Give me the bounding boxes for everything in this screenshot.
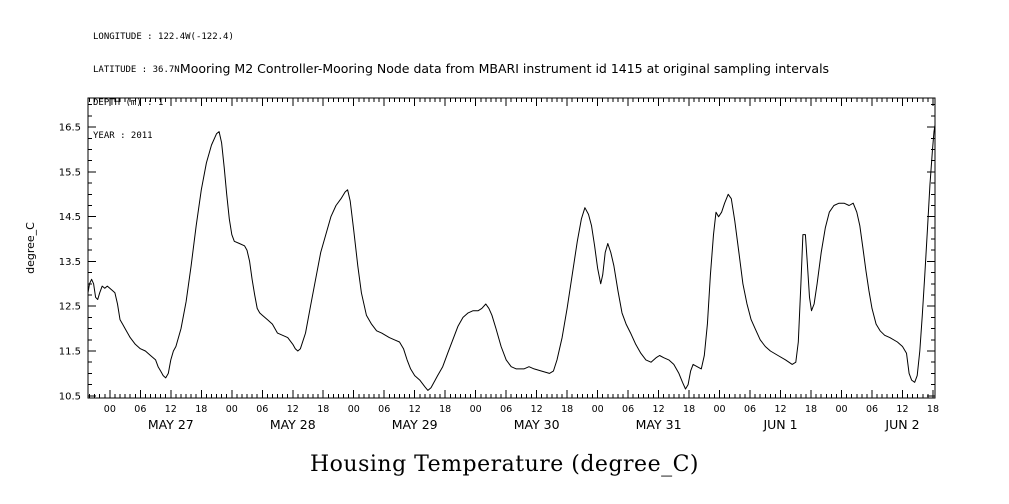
x-tick-label: 00 <box>104 404 116 415</box>
x-tick-label: 18 <box>927 404 939 415</box>
chart-title: Mooring M2 Controller-Mooring Node data … <box>179 61 830 76</box>
latitude-label: LATITUDE : 36.7N <box>93 65 180 75</box>
x-tick-label: 12 <box>287 404 299 415</box>
x-tick-label: 18 <box>195 404 207 415</box>
x-axis-caption: Housing Temperature (degree_C) <box>309 452 700 477</box>
x-tick-label: 06 <box>500 404 512 415</box>
x-tick-label: 06 <box>256 404 268 415</box>
x-day-label: MAY 27 <box>148 417 194 432</box>
y-tick-label: 12.5 <box>59 302 81 313</box>
x-tick-label: 00 <box>470 404 482 415</box>
x-day-label: JUN 2 <box>884 417 919 432</box>
x-day-label: JUN 1 <box>762 417 797 432</box>
year-label: YEAR : 2011 <box>93 131 153 141</box>
x-tick-label: 00 <box>714 404 726 415</box>
x-tick-label: 00 <box>226 404 238 415</box>
x-tick-label: 18 <box>805 404 817 415</box>
y-tick-label: 13.5 <box>59 257 81 268</box>
longitude-label: LONGITUDE : 122.4W(-122.4) <box>93 32 234 42</box>
x-tick-label: 12 <box>774 404 786 415</box>
x-tick-label: 12 <box>409 404 421 415</box>
y-tick-label: 14.5 <box>59 212 81 223</box>
x-tick-label: 12 <box>653 404 665 415</box>
x-tick-label: 00 <box>835 404 847 415</box>
x-day-label: MAY 28 <box>270 417 316 432</box>
y-tick-label: 15.5 <box>59 167 81 178</box>
y-tick-label: 11.5 <box>59 346 81 357</box>
x-tick-label: 06 <box>622 404 634 415</box>
metadata-block: LONGITUDE : 122.4W(-122.4) LATITUDE : 36… <box>93 10 234 164</box>
x-tick-label: 18 <box>439 404 451 415</box>
x-tick-label: 06 <box>378 404 390 415</box>
x-day-label: MAY 30 <box>514 417 560 432</box>
plot-border <box>87 97 936 399</box>
x-tick-label: 18 <box>683 404 695 415</box>
x-tick-label: 12 <box>896 404 908 415</box>
x-tick-label: 00 <box>348 404 360 415</box>
x-tick-label: 00 <box>592 404 604 415</box>
axis-labels: 00 06 12 18 00 06 12 18 00 06 12 18 00 06 12 18 00 06 12 18… <box>24 123 939 432</box>
axis-ticks <box>88 98 935 398</box>
x-tick-label: 12 <box>165 404 177 415</box>
x-tick-label: 06 <box>134 404 146 415</box>
temperature-series-line <box>87 124 936 391</box>
x-day-label: MAY 29 <box>392 417 438 432</box>
x-tick-label: 12 <box>531 404 543 415</box>
depth-label: DEPTH (m) : 1 <box>93 98 164 108</box>
x-day-label: MAY 31 <box>636 417 682 432</box>
x-tick-label: 18 <box>317 404 329 415</box>
y-axis-title: degree_C <box>24 222 37 274</box>
x-tick-label: 18 <box>561 404 573 415</box>
y-tick-label: 10.5 <box>59 391 81 402</box>
x-tick-label: 06 <box>744 404 756 415</box>
x-tick-label: 06 <box>866 404 878 415</box>
y-tick-label: 16.5 <box>59 123 81 134</box>
